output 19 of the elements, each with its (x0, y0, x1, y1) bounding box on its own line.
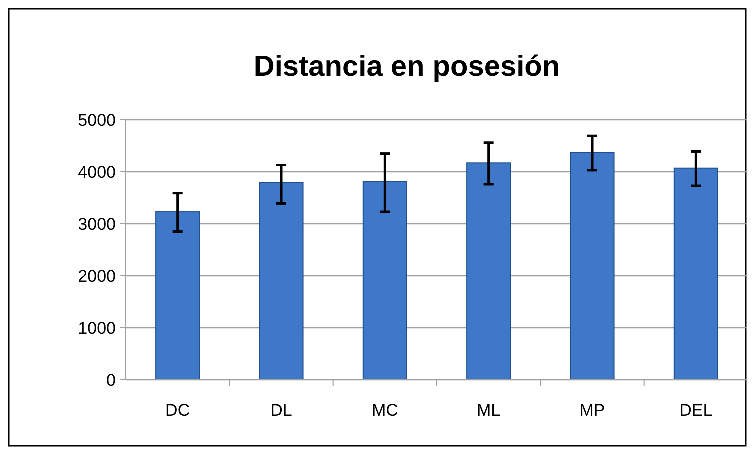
x-tick-label: DC (166, 401, 190, 420)
bar (674, 168, 718, 380)
y-tick-label: 2000 (78, 266, 116, 286)
y-tick-label: 1000 (78, 318, 116, 338)
x-tick-label: MC (372, 401, 398, 420)
y-tick-label: 5000 (78, 110, 116, 130)
chart-title: Distancia en posesión (254, 51, 560, 83)
bar (156, 212, 200, 380)
bar (362, 181, 408, 380)
y-tick-label: 0 (106, 370, 116, 390)
bar (570, 152, 615, 380)
x-tick-label: MP (580, 401, 606, 420)
y-tick-label: 4000 (78, 162, 116, 182)
x-tick-label: DEL (680, 401, 713, 420)
y-tick-label: 3000 (78, 214, 116, 234)
x-tick-label: ML (477, 401, 501, 420)
x-tick-label: DL (270, 401, 292, 420)
bar (466, 162, 512, 380)
bar (259, 182, 304, 380)
